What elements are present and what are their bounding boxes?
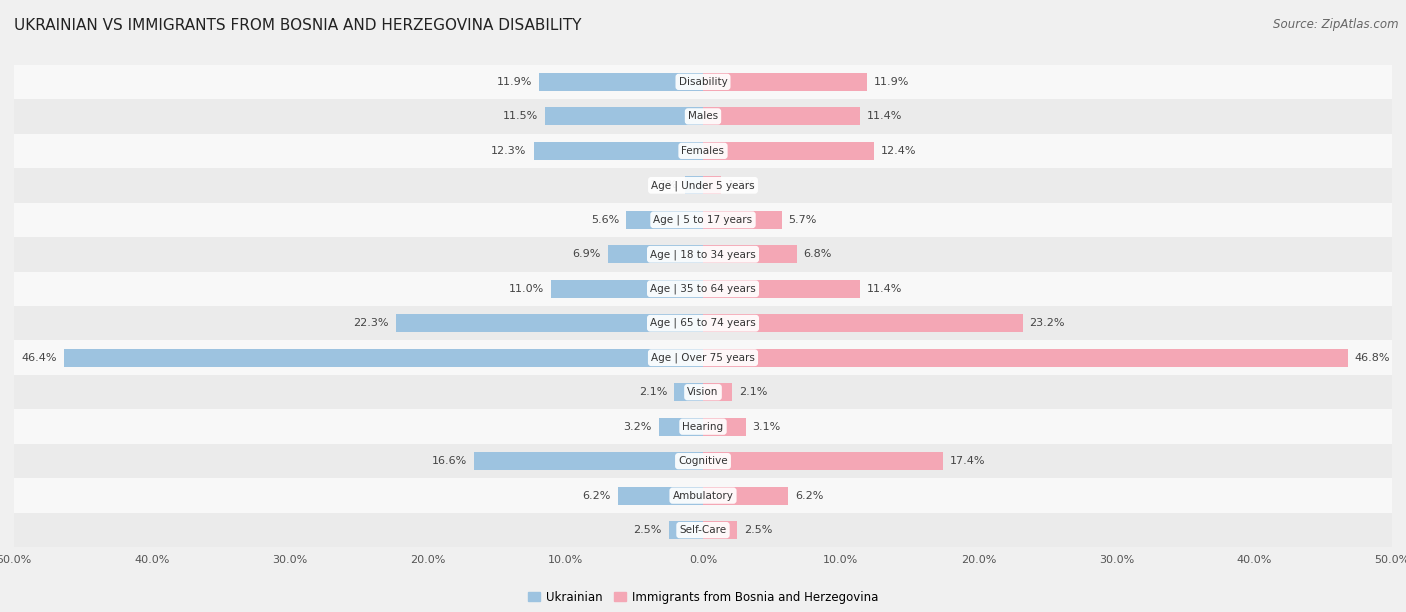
Text: 46.4%: 46.4% — [21, 353, 56, 363]
Text: Self-Care: Self-Care — [679, 525, 727, 535]
Text: Hearing: Hearing — [682, 422, 724, 431]
Bar — [395, 315, 703, 332]
Bar — [685, 176, 703, 194]
Text: 16.6%: 16.6% — [432, 456, 467, 466]
Bar — [14, 513, 1392, 547]
Text: UKRAINIAN VS IMMIGRANTS FROM BOSNIA AND HERZEGOVINA DISABILITY: UKRAINIAN VS IMMIGRANTS FROM BOSNIA AND … — [14, 18, 582, 34]
Text: Females: Females — [682, 146, 724, 156]
Bar — [703, 349, 1348, 367]
Text: 12.4%: 12.4% — [880, 146, 917, 156]
Text: Source: ZipAtlas.com: Source: ZipAtlas.com — [1274, 18, 1399, 31]
Text: 17.4%: 17.4% — [949, 456, 986, 466]
Bar — [703, 280, 860, 297]
Text: Age | 35 to 64 years: Age | 35 to 64 years — [650, 283, 756, 294]
Bar — [669, 521, 703, 539]
Bar — [703, 176, 721, 194]
Text: 6.2%: 6.2% — [796, 491, 824, 501]
Text: Cognitive: Cognitive — [678, 456, 728, 466]
Bar — [703, 245, 797, 263]
Text: Age | 5 to 17 years: Age | 5 to 17 years — [654, 215, 752, 225]
Bar — [703, 142, 875, 160]
Bar — [703, 487, 789, 505]
Text: 22.3%: 22.3% — [353, 318, 389, 328]
Bar — [703, 211, 782, 229]
Legend: Ukrainian, Immigrants from Bosnia and Herzegovina: Ukrainian, Immigrants from Bosnia and He… — [523, 586, 883, 608]
Text: Age | 65 to 74 years: Age | 65 to 74 years — [650, 318, 756, 329]
Bar — [14, 479, 1392, 513]
Text: Males: Males — [688, 111, 718, 121]
Bar — [14, 168, 1392, 203]
Bar — [703, 418, 745, 436]
Bar — [703, 452, 943, 470]
Text: 5.7%: 5.7% — [789, 215, 817, 225]
Bar — [14, 306, 1392, 340]
Bar — [63, 349, 703, 367]
Text: Vision: Vision — [688, 387, 718, 397]
Text: 1.3%: 1.3% — [650, 181, 678, 190]
Text: 3.2%: 3.2% — [624, 422, 652, 431]
Bar — [14, 237, 1392, 272]
Bar — [659, 418, 703, 436]
Text: 2.5%: 2.5% — [633, 525, 662, 535]
Text: 3.1%: 3.1% — [752, 422, 780, 431]
Bar — [617, 487, 703, 505]
Text: 5.6%: 5.6% — [591, 215, 619, 225]
Text: 11.0%: 11.0% — [509, 284, 544, 294]
Bar — [626, 211, 703, 229]
Bar — [544, 107, 703, 125]
Text: 6.8%: 6.8% — [804, 249, 832, 259]
Bar — [14, 203, 1392, 237]
Text: Age | Under 5 years: Age | Under 5 years — [651, 180, 755, 190]
Text: 11.4%: 11.4% — [868, 284, 903, 294]
Text: Age | 18 to 34 years: Age | 18 to 34 years — [650, 249, 756, 259]
Text: 11.9%: 11.9% — [875, 77, 910, 87]
Bar — [14, 133, 1392, 168]
Bar — [14, 272, 1392, 306]
Bar — [673, 383, 703, 401]
Text: 46.8%: 46.8% — [1355, 353, 1391, 363]
Text: 6.9%: 6.9% — [572, 249, 600, 259]
Bar — [533, 142, 703, 160]
Text: 11.5%: 11.5% — [502, 111, 537, 121]
Text: 23.2%: 23.2% — [1029, 318, 1066, 328]
Bar — [14, 409, 1392, 444]
Text: 6.2%: 6.2% — [582, 491, 610, 501]
Text: 12.3%: 12.3% — [491, 146, 527, 156]
Text: 2.5%: 2.5% — [744, 525, 773, 535]
Bar — [703, 383, 733, 401]
Bar — [703, 521, 738, 539]
Text: 2.1%: 2.1% — [638, 387, 668, 397]
Bar — [703, 107, 860, 125]
Bar — [14, 65, 1392, 99]
Text: Disability: Disability — [679, 77, 727, 87]
Bar — [703, 315, 1022, 332]
Bar — [14, 340, 1392, 375]
Bar — [14, 99, 1392, 133]
Text: 11.4%: 11.4% — [868, 111, 903, 121]
Text: Ambulatory: Ambulatory — [672, 491, 734, 501]
Bar — [538, 73, 703, 91]
Text: 11.9%: 11.9% — [496, 77, 531, 87]
Bar — [474, 452, 703, 470]
Bar — [703, 73, 868, 91]
Bar — [14, 375, 1392, 409]
Text: Age | Over 75 years: Age | Over 75 years — [651, 353, 755, 363]
Bar — [607, 245, 703, 263]
Text: 2.1%: 2.1% — [738, 387, 768, 397]
Text: 1.3%: 1.3% — [728, 181, 756, 190]
Bar — [14, 444, 1392, 479]
Bar — [551, 280, 703, 297]
